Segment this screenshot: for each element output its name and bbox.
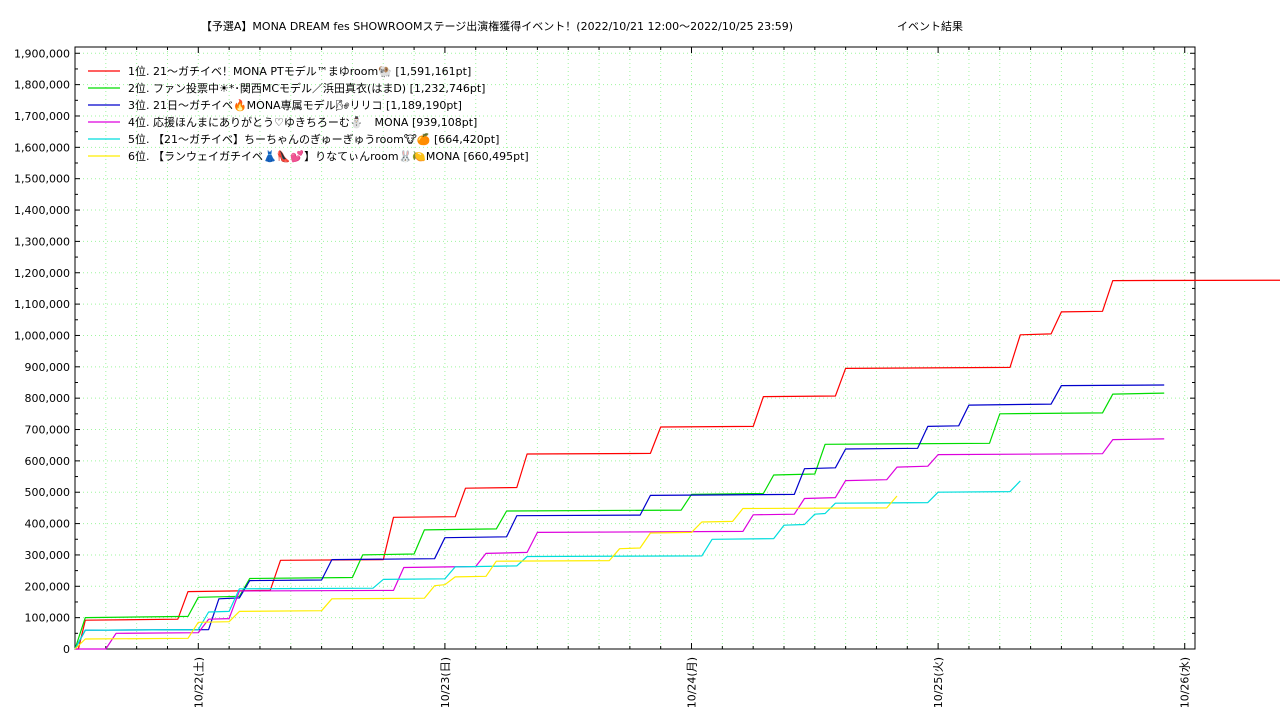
y-tick-label: 1,400,000 [14, 204, 70, 217]
y-tick-label: 1,100,000 [14, 298, 70, 311]
x-axis: 10/22(土) 10/23(日) 10/24(月) 10/25(火) 10/26(水) [105, 47, 1192, 708]
y-tick-label: 0 [63, 643, 70, 656]
y-tick-label: 1,000,000 [14, 329, 70, 342]
legend: 1位. 21〜ガチイベ！MONA PTモデル™まゆroom🐏 [1,591,16… [88, 64, 529, 163]
y-tick-label: 1,900,000 [14, 47, 70, 60]
series-line-5 [74, 480, 1021, 650]
legend-label-2: 2位. ファン投票中☀*･関西MCモデル／浜田真衣(はまD) [1,232,74… [128, 81, 485, 95]
y-tick-label: 800,000 [25, 392, 71, 405]
legend-label-1: 1位. 21〜ガチイベ！MONA PTモデル™まゆroom🐏 [1,591,16… [128, 64, 471, 78]
series-line-2 [74, 392, 1165, 650]
series-layer [74, 279, 1280, 650]
y-tick-label: 500,000 [25, 486, 71, 499]
x-tick-label: 10/22(土) [192, 657, 205, 708]
y-axis: 0 100,000 200,000 300,000 400,000 500,000 600,… [14, 47, 1195, 656]
y-tick-label: 1,300,000 [14, 235, 70, 248]
y-tick-label: 1,700,000 [14, 110, 70, 123]
y-tick-label: 1,800,000 [14, 79, 70, 92]
y-tick-label: 900,000 [25, 361, 71, 374]
y-tick-label: 1,600,000 [14, 141, 70, 154]
chart-title: 【予選A】MONA DREAM fes SHOWROOMステージ出演権獲得イベン… [201, 19, 793, 33]
x-tick-label: 10/24(月) [686, 657, 699, 708]
y-tick-label: 100,000 [25, 612, 71, 625]
y-tick-label: 300,000 [25, 549, 71, 562]
legend-label-6: 6位. 【ランウェイガチイベ👗👠💕】りなてぃんroom🐰🍋MONA [660,4… [128, 149, 529, 163]
legend-label-3: 3位. 21日〜ガチイベ🔥MONA専属モデル🌬リリコ [1,189,190pt] [128, 98, 462, 112]
series-line-4 [75, 438, 1165, 650]
chart-subtitle: イベント結果 [897, 19, 963, 33]
plot-frame [74, 46, 1196, 650]
y-tick-label: 400,000 [25, 518, 71, 531]
legend-label-4: 4位. 応援ほんまにありがとう♡ゆきちろーむ⛄ MONA [939,108pt] [128, 115, 477, 129]
series-line-1 [75, 279, 1280, 650]
x-tick-label: 10/26(水) [1179, 657, 1192, 708]
y-tick-label: 600,000 [25, 455, 71, 468]
y-tick-label: 1,500,000 [14, 173, 70, 186]
x-tick-label: 10/25(火) [932, 657, 945, 708]
y-tick-label: 700,000 [25, 424, 71, 437]
x-tick-label: 10/23(日) [439, 657, 452, 708]
series-line-6 [74, 495, 898, 650]
legend-label-5: 5位. 【21〜ガチイベ】ちーちゃんのぎゅーぎゅうroom🐮🍊 [664,420… [128, 132, 499, 146]
series-line-3 [74, 384, 1165, 650]
y-tick-label: 1,200,000 [14, 267, 70, 280]
y-tick-label: 200,000 [25, 580, 71, 593]
grid [75, 47, 1195, 649]
